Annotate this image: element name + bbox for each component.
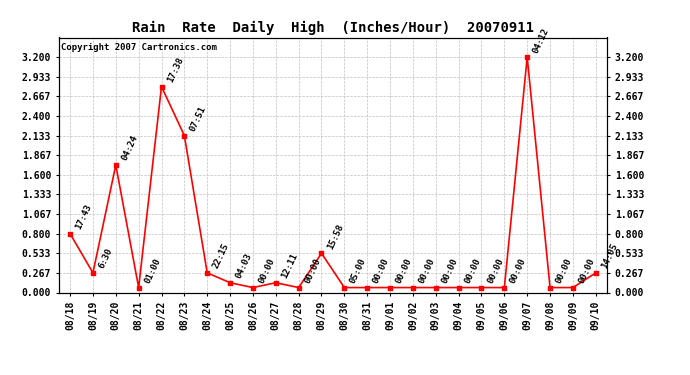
- Point: [362, 285, 373, 291]
- Text: 05:00: 05:00: [348, 256, 368, 285]
- Point: [339, 285, 350, 291]
- Text: 00:00: 00:00: [417, 256, 437, 285]
- Point: [65, 231, 76, 237]
- Point: [431, 285, 442, 291]
- Point: [476, 285, 487, 291]
- Point: [522, 54, 533, 60]
- Text: 04:03: 04:03: [234, 252, 254, 280]
- Text: 00:00: 00:00: [577, 256, 597, 285]
- Text: 12:11: 12:11: [280, 252, 299, 280]
- Point: [453, 285, 464, 291]
- Text: 00:00: 00:00: [303, 256, 322, 285]
- Point: [201, 270, 213, 276]
- Point: [133, 285, 144, 291]
- Text: 14:05: 14:05: [600, 242, 620, 270]
- Title: Rain  Rate  Daily  High  (Inches/Hour)  20070911: Rain Rate Daily High (Inches/Hour) 20070…: [132, 21, 534, 35]
- Text: 17:38: 17:38: [166, 56, 185, 84]
- Point: [407, 285, 418, 291]
- Point: [293, 285, 304, 291]
- Point: [270, 280, 282, 286]
- Point: [567, 285, 578, 291]
- Text: 00:00: 00:00: [257, 256, 277, 285]
- Text: Copyright 2007 Cartronics.com: Copyright 2007 Cartronics.com: [61, 43, 217, 52]
- Point: [224, 280, 235, 286]
- Text: 01:00: 01:00: [143, 256, 162, 285]
- Text: 00:00: 00:00: [440, 256, 460, 285]
- Text: 00:00: 00:00: [554, 256, 574, 285]
- Text: 6:30: 6:30: [97, 247, 115, 270]
- Text: 17:43: 17:43: [75, 203, 94, 231]
- Point: [499, 285, 510, 291]
- Point: [544, 285, 555, 291]
- Point: [248, 285, 259, 291]
- Point: [110, 162, 121, 168]
- Text: 04:24: 04:24: [120, 134, 139, 162]
- Text: 00:00: 00:00: [394, 256, 414, 285]
- Text: 00:00: 00:00: [463, 256, 482, 285]
- Text: 15:58: 15:58: [326, 222, 345, 251]
- Text: 00:00: 00:00: [371, 256, 391, 285]
- Point: [384, 285, 395, 291]
- Text: 04:12: 04:12: [531, 26, 551, 54]
- Text: 07:51: 07:51: [188, 105, 208, 133]
- Text: 00:00: 00:00: [509, 256, 528, 285]
- Text: 00:00: 00:00: [486, 256, 505, 285]
- Text: 22:15: 22:15: [211, 242, 231, 270]
- Point: [316, 250, 327, 256]
- Point: [179, 133, 190, 139]
- Point: [88, 270, 99, 276]
- Point: [156, 84, 167, 90]
- Point: [590, 270, 601, 276]
